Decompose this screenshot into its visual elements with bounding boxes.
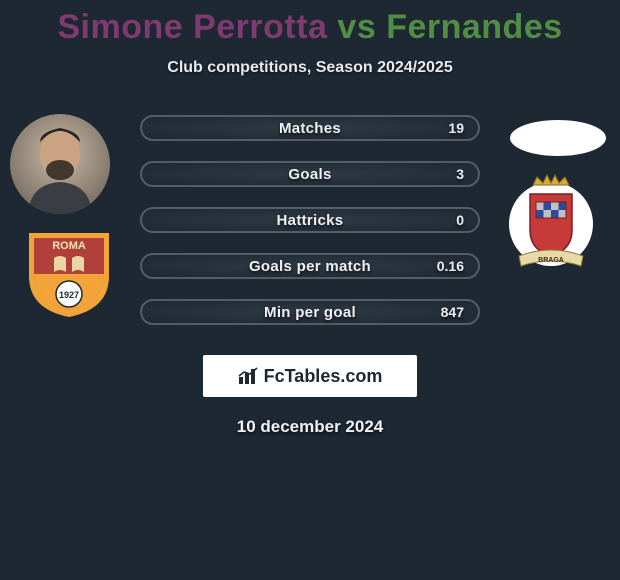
stat-value-right: 847 <box>441 304 464 320</box>
date-line: 10 december 2024 <box>0 417 620 437</box>
stat-value-right: 19 <box>448 120 464 136</box>
stat-row-goals-per-match: Goals per match 0.16 <box>140 253 480 279</box>
stat-label: Min per goal <box>264 304 356 321</box>
title-vs: vs <box>337 8 376 46</box>
stat-row-matches: Matches 19 <box>140 115 480 141</box>
stat-label: Hattricks <box>277 212 344 229</box>
stat-value-right: 3 <box>456 166 464 182</box>
stat-row-min-per-goal: Min per goal 847 <box>140 299 480 325</box>
stat-label: Matches <box>279 120 341 137</box>
braga-crest-icon: BRAGA <box>502 172 600 270</box>
barchart-icon <box>238 367 260 385</box>
stat-row-goals: Goals 3 <box>140 161 480 187</box>
svg-text:ROMA: ROMA <box>52 240 86 252</box>
page-title: Simone Perrotta vs Fernandes <box>0 0 620 47</box>
svg-text:BRAGA: BRAGA <box>538 257 564 264</box>
stats-container: Matches 19 Goals 3 Hattricks 0 Goals per… <box>140 115 480 325</box>
title-player1: Simone Perrotta <box>57 8 327 46</box>
stat-value-right: 0 <box>456 212 464 228</box>
stat-value-right: 0.16 <box>437 258 464 274</box>
player1-avatar <box>10 114 110 214</box>
logo-text: FcTables.com <box>264 366 383 387</box>
player2-crest: BRAGA <box>502 172 600 270</box>
svg-text:1927: 1927 <box>59 290 79 300</box>
player2-avatar <box>510 120 606 156</box>
stat-label: Goals per match <box>249 258 371 275</box>
subtitle: Club competitions, Season 2024/2025 <box>0 59 620 77</box>
player1-avatar-image <box>10 114 110 214</box>
player1-crest: ROMA 1927 <box>20 228 118 320</box>
stat-label: Goals <box>288 166 331 183</box>
fctables-logo: FcTables.com <box>203 355 417 397</box>
roma-crest-icon: ROMA 1927 <box>20 228 118 320</box>
title-player2: Fernandes <box>386 8 562 46</box>
stat-row-hattricks: Hattricks 0 <box>140 207 480 233</box>
